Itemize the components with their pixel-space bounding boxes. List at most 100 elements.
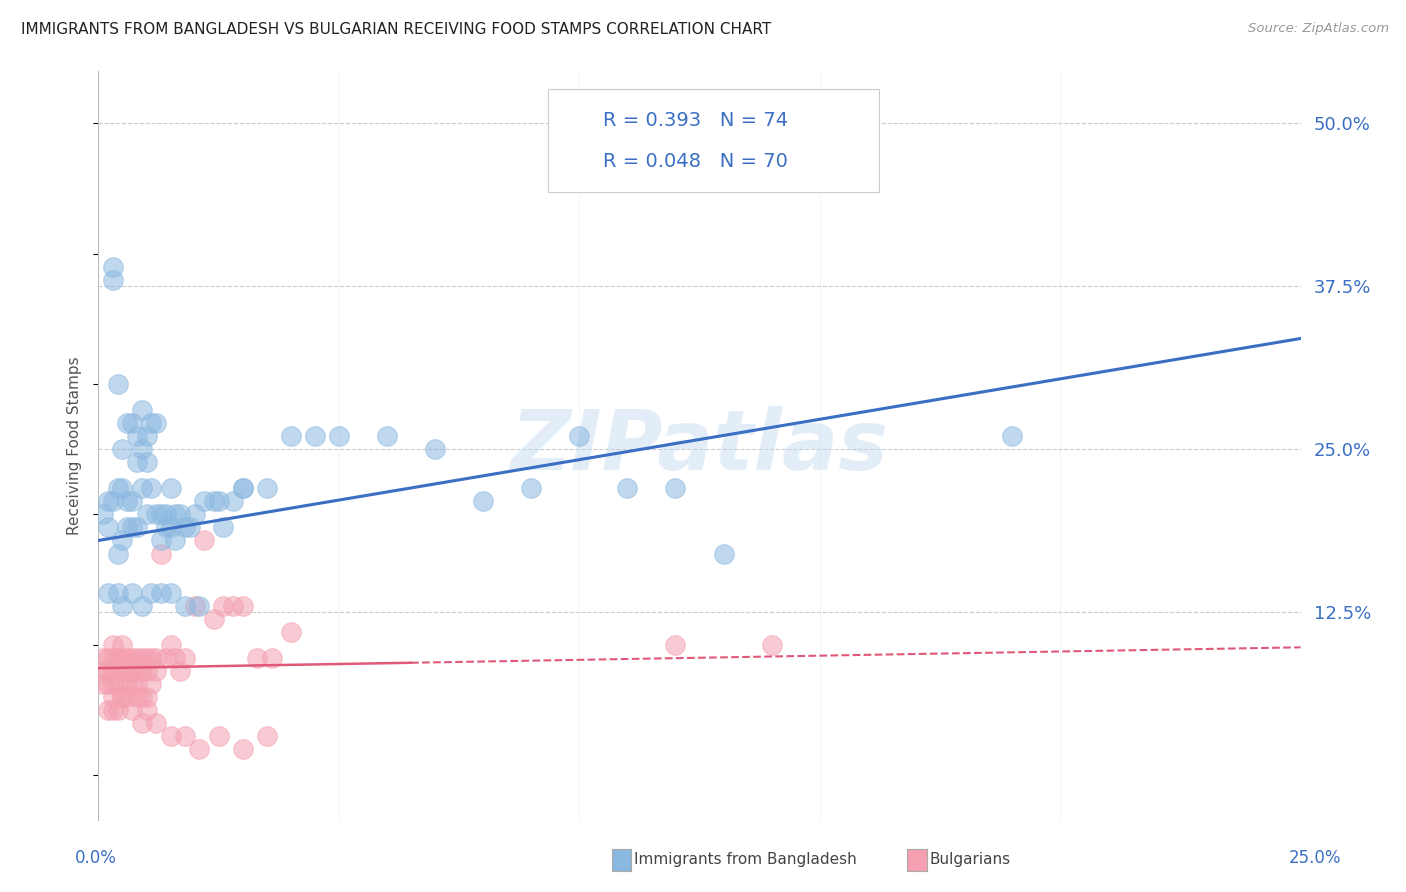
Point	[135, 703, 157, 717]
Point	[121, 703, 143, 717]
Point	[159, 520, 181, 534]
Point	[141, 585, 163, 599]
Point	[91, 650, 114, 665]
Point	[141, 481, 163, 495]
Point	[155, 508, 177, 522]
Point	[159, 729, 181, 743]
Point	[664, 481, 686, 495]
Point	[145, 650, 167, 665]
Text: IMMIGRANTS FROM BANGLADESH VS BULGARIAN RECEIVING FOOD STAMPS CORRELATION CHART: IMMIGRANTS FROM BANGLADESH VS BULGARIAN …	[21, 22, 772, 37]
Point	[208, 494, 231, 508]
Point	[121, 677, 143, 691]
Point	[117, 520, 139, 534]
Point	[131, 599, 153, 613]
Point	[165, 650, 187, 665]
Point	[121, 520, 143, 534]
Point	[202, 612, 225, 626]
Point	[135, 429, 157, 443]
Point	[423, 442, 446, 457]
Point	[174, 599, 197, 613]
Point	[111, 599, 134, 613]
Text: R = 0.393   N = 74: R = 0.393 N = 74	[603, 111, 789, 129]
Point	[193, 533, 215, 548]
Text: Source: ZipAtlas.com: Source: ZipAtlas.com	[1249, 22, 1389, 36]
Point	[183, 599, 205, 613]
Point	[121, 585, 143, 599]
Point	[159, 638, 181, 652]
Point	[520, 481, 543, 495]
Point	[232, 742, 254, 756]
Point	[97, 585, 120, 599]
Point	[212, 520, 235, 534]
Point	[212, 599, 235, 613]
Point	[101, 703, 124, 717]
Point	[125, 690, 148, 704]
Point	[131, 481, 153, 495]
Point	[131, 650, 153, 665]
Point	[97, 650, 120, 665]
Point	[91, 664, 114, 678]
Point	[328, 429, 350, 443]
Point	[141, 650, 163, 665]
Point	[141, 416, 163, 430]
Point	[232, 599, 254, 613]
Point	[97, 494, 120, 508]
Point	[169, 508, 191, 522]
Text: Immigrants from Bangladesh: Immigrants from Bangladesh	[634, 853, 856, 867]
Point	[101, 650, 124, 665]
Text: 0.0%: 0.0%	[75, 849, 117, 867]
Point	[111, 442, 134, 457]
Point	[97, 664, 120, 678]
Point	[107, 547, 129, 561]
Point	[155, 650, 177, 665]
Point	[761, 638, 783, 652]
Point	[149, 508, 172, 522]
Point	[107, 664, 129, 678]
Point	[188, 742, 211, 756]
Point	[111, 690, 134, 704]
Point	[91, 508, 114, 522]
Point	[131, 442, 153, 457]
Point	[107, 703, 129, 717]
Point	[145, 715, 167, 730]
Point	[145, 664, 167, 678]
Y-axis label: Receiving Food Stamps: Receiving Food Stamps	[67, 357, 83, 535]
Point	[107, 585, 129, 599]
Point	[179, 520, 201, 534]
Point	[149, 585, 172, 599]
Point	[117, 494, 139, 508]
Text: 25.0%: 25.0%	[1288, 849, 1341, 867]
Point	[91, 677, 114, 691]
Point	[145, 508, 167, 522]
Point	[101, 273, 124, 287]
Point	[101, 494, 124, 508]
Point	[135, 650, 157, 665]
Point	[1001, 429, 1024, 443]
Point	[193, 494, 215, 508]
Point	[101, 664, 124, 678]
Point	[131, 403, 153, 417]
Point	[472, 494, 495, 508]
Point	[568, 429, 591, 443]
Point	[183, 508, 205, 522]
Point	[174, 520, 197, 534]
Point	[232, 481, 254, 495]
Point	[135, 664, 157, 678]
Point	[117, 650, 139, 665]
Point	[111, 690, 134, 704]
Point	[101, 677, 124, 691]
Point	[107, 481, 129, 495]
Point	[97, 703, 120, 717]
Point	[246, 650, 269, 665]
Point	[121, 416, 143, 430]
Point	[111, 664, 134, 678]
Point	[159, 481, 181, 495]
Point	[208, 729, 231, 743]
Text: Bulgarians: Bulgarians	[929, 853, 1011, 867]
Point	[174, 729, 197, 743]
Point	[165, 533, 187, 548]
Point	[616, 481, 638, 495]
Point	[111, 481, 134, 495]
Point	[135, 455, 157, 469]
Point	[135, 508, 157, 522]
